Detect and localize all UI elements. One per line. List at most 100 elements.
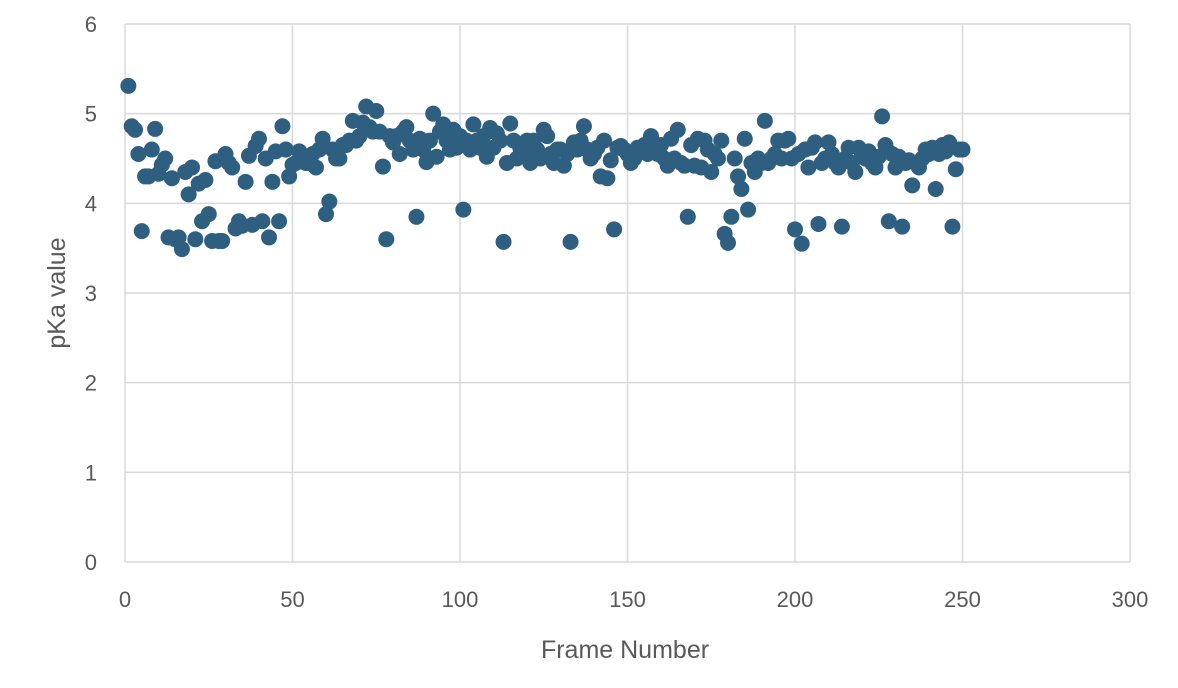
data-point <box>254 213 271 230</box>
data-point <box>237 173 254 190</box>
data-point <box>947 161 964 178</box>
data-point <box>318 206 334 223</box>
data-point <box>274 118 291 135</box>
data-point <box>214 232 231 249</box>
data-point <box>810 215 827 232</box>
y-tick-label: 1 <box>85 460 97 485</box>
data-point <box>492 132 509 149</box>
data-point <box>378 231 395 248</box>
data-point <box>599 170 616 187</box>
data-point <box>723 208 740 225</box>
data-point <box>495 233 512 250</box>
grid-lines <box>124 23 1131 563</box>
data-point <box>173 241 190 258</box>
data-point <box>880 213 897 230</box>
data-point <box>180 186 197 203</box>
data-point <box>271 213 288 230</box>
data-point <box>428 148 445 165</box>
data-point <box>606 221 623 238</box>
y-tick-label: 2 <box>85 371 97 396</box>
data-point <box>562 233 579 250</box>
data-point <box>127 121 144 138</box>
data-point <box>780 130 797 147</box>
data-point <box>197 172 214 189</box>
data-point <box>120 77 137 94</box>
data-point <box>736 130 753 147</box>
data-point <box>187 231 204 248</box>
data-point <box>200 206 217 223</box>
data-point <box>368 102 385 119</box>
x-axis-title: Frame Number <box>541 636 709 664</box>
data-point <box>133 223 150 240</box>
data-point <box>314 130 331 147</box>
data-point <box>713 132 730 149</box>
data-point <box>157 150 174 167</box>
data-point <box>465 116 482 133</box>
data-point <box>726 150 743 167</box>
data-point <box>147 120 164 137</box>
y-tick-label: 3 <box>85 281 97 306</box>
data-point <box>143 141 160 158</box>
data-point <box>307 159 324 176</box>
data-point <box>251 130 267 147</box>
data-point <box>954 141 971 158</box>
data-point <box>730 168 747 185</box>
x-axis-ticks: 0 50 100 150 200 250 300 <box>119 587 1148 612</box>
y-axis-ticks: 0 1 2 3 4 5 6 <box>85 12 97 575</box>
data-point <box>847 163 864 180</box>
data-point <box>391 146 408 163</box>
data-point <box>264 173 281 190</box>
x-tick-label: 250 <box>944 587 981 612</box>
data-point <box>787 221 803 238</box>
data-point <box>720 234 736 251</box>
data-point <box>904 177 921 194</box>
data-point <box>733 180 750 197</box>
data-point <box>163 170 180 187</box>
data-point <box>874 108 891 125</box>
y-axis-title: pKa value <box>43 237 71 348</box>
data-point <box>894 218 911 235</box>
data-point <box>679 208 696 225</box>
data-points <box>120 77 971 258</box>
data-point <box>398 119 415 136</box>
x-tick-label: 300 <box>1112 587 1149 612</box>
data-point <box>455 201 472 218</box>
x-tick-label: 200 <box>777 587 814 612</box>
data-point <box>870 148 887 165</box>
data-point <box>425 105 442 122</box>
y-tick-label: 4 <box>85 191 97 216</box>
x-tick-label: 0 <box>119 587 131 612</box>
x-tick-label: 50 <box>280 587 304 612</box>
data-point <box>321 193 338 210</box>
data-point <box>261 229 278 246</box>
data-point <box>703 163 720 180</box>
data-point <box>575 118 592 135</box>
y-tick-label: 6 <box>85 12 97 37</box>
x-tick-label: 100 <box>442 587 479 612</box>
data-point <box>408 208 425 225</box>
data-point <box>539 128 556 145</box>
data-point <box>740 201 757 218</box>
data-point <box>793 235 810 252</box>
data-point <box>224 159 241 176</box>
data-point <box>374 158 391 175</box>
data-point <box>944 218 961 235</box>
data-point <box>807 134 824 151</box>
data-point <box>833 218 850 235</box>
data-point <box>277 141 294 158</box>
data-point <box>927 180 944 197</box>
data-point <box>184 159 200 176</box>
y-tick-label: 5 <box>85 102 97 127</box>
x-tick-label: 150 <box>609 587 646 612</box>
data-point <box>800 159 817 176</box>
data-point <box>130 146 147 163</box>
data-point <box>756 112 773 129</box>
data-point <box>596 132 613 149</box>
y-tick-label: 0 <box>85 550 97 575</box>
data-point <box>502 115 519 132</box>
data-point <box>602 152 619 169</box>
data-point <box>331 150 348 167</box>
data-point <box>709 150 726 167</box>
data-point <box>669 121 686 138</box>
